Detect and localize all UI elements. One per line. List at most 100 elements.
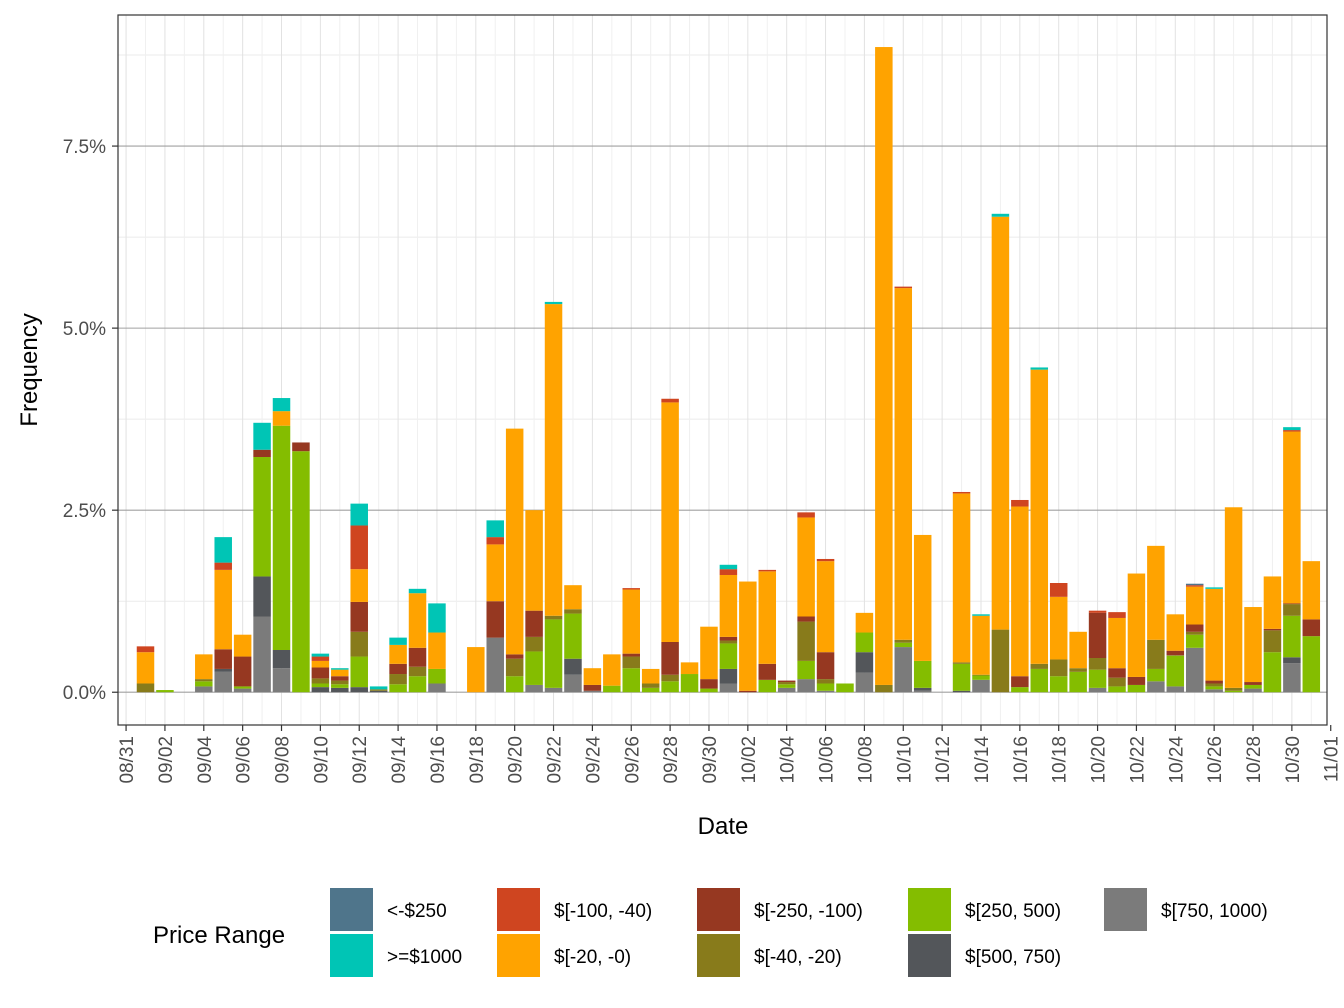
x-tick-label: 09/10	[311, 736, 332, 784]
bar-segment-20-0	[1030, 369, 1049, 664]
bar-segment-250-100	[311, 667, 330, 679]
bar-10-15	[991, 213, 1010, 693]
legend-label: $[500, 750)	[965, 947, 1061, 968]
bar-segment-500-750	[214, 668, 232, 672]
bar-segment-100-40	[1011, 499, 1029, 507]
bar-segment-750-1000	[253, 616, 271, 693]
bar-segment-20-0	[1147, 545, 1165, 640]
bar-segment-250-500	[641, 687, 660, 693]
bar-segment-40-20	[350, 631, 368, 657]
bar-segment-20-0	[875, 47, 893, 685]
bar-segment-40-20	[1030, 663, 1049, 669]
bar-segment-100-40	[816, 558, 835, 562]
bar-segment-20-0	[700, 626, 718, 680]
bar-segment-40-20	[1049, 659, 1068, 677]
x-tick-label: 09/12	[350, 736, 371, 784]
x-tick-label: 10/26	[1205, 736, 1226, 784]
bar-segment-40-20	[952, 662, 971, 664]
bar-09-18	[467, 647, 485, 693]
bar-10-04	[777, 680, 796, 693]
bar-segment-500-750	[253, 576, 271, 617]
bar-segment-250-100	[1108, 668, 1126, 678]
bar-segment-750-1000	[272, 668, 291, 693]
bar-segment-40-20	[564, 609, 582, 614]
bar-segment-250-500	[1049, 676, 1068, 693]
bar-segment-250-500	[836, 683, 854, 693]
bar-segment-250-100	[233, 656, 252, 687]
bar-segment-20-0	[564, 585, 582, 610]
bar-10-03	[758, 569, 777, 693]
legend-swatch	[908, 888, 951, 931]
bar-segment-250-500	[195, 681, 213, 687]
bar-segment-20-0	[583, 668, 602, 685]
bar-09-22	[544, 301, 563, 693]
bar-segment-20-0	[797, 517, 815, 617]
bar-segment-20-0	[525, 510, 543, 611]
bar-segment-250	[1185, 583, 1204, 586]
bar-segment-750-1000	[1205, 689, 1223, 693]
x-tick-label: 10/16	[1011, 736, 1032, 784]
bar-09-14	[389, 637, 407, 693]
bar-segment-250-100	[816, 652, 835, 680]
bar-segment-750-1000	[1283, 663, 1301, 693]
bar-segment-250-500	[603, 685, 621, 693]
bar-segment-1000	[214, 537, 232, 563]
bar-segment-250-500	[389, 684, 407, 693]
x-tick-label: 09/22	[545, 736, 566, 784]
bar-segment-250-500	[544, 619, 563, 688]
bar-segment-20-0	[311, 660, 330, 668]
bar-10-29	[1263, 576, 1282, 693]
bar-segment-250-500	[1244, 684, 1262, 689]
bar-segment-100-40	[136, 646, 155, 653]
bar-segment-250-500	[913, 660, 932, 688]
bar-segment-40-20	[797, 621, 815, 661]
bar-segment-250-500	[1166, 655, 1185, 687]
bar-segment-250-100	[214, 649, 232, 669]
bar-segment-40-20	[991, 629, 1010, 693]
bar-09-10	[311, 653, 330, 693]
bar-segment-250-500	[156, 690, 174, 693]
bar-segment-40-20	[1147, 639, 1165, 669]
bar-09-21	[525, 510, 543, 693]
bar-segment-250-500	[1108, 686, 1126, 693]
bar-10-31	[1302, 561, 1321, 693]
bar-10-08	[855, 612, 874, 693]
bar-segment-250-500	[1127, 684, 1146, 693]
bar-segment-20-0	[1205, 588, 1223, 681]
bar-segment-1000	[1205, 587, 1223, 589]
bar-segment-20-0	[1244, 607, 1262, 683]
bar-segment-750-1000	[564, 674, 582, 693]
x-tick-label: 09/28	[661, 736, 682, 784]
bar-segment-1000	[544, 301, 563, 305]
bar-segment-750-1000	[544, 687, 563, 693]
bar-segment-20-0	[680, 662, 699, 675]
bar-segment-250-100	[1166, 650, 1185, 656]
bar-segment-40-20	[661, 674, 679, 682]
bar-09-16	[428, 603, 446, 693]
bar-segment-100-40	[1108, 612, 1126, 618]
bar-segment-250-500	[311, 683, 330, 688]
bar-10-14	[972, 614, 990, 693]
legend-swatch	[697, 934, 740, 977]
bar-09-08	[272, 398, 291, 693]
bar-segment-250-500	[1224, 690, 1243, 693]
bar-segment-1000	[408, 588, 427, 594]
x-axis-title: Date	[698, 813, 749, 840]
bar-09-25	[603, 654, 621, 693]
bar-segment-20-0	[1224, 507, 1243, 688]
legend-swatch	[697, 888, 740, 931]
bar-segment-750-1000	[583, 690, 602, 693]
y-tick-label: 0.0%	[63, 683, 106, 704]
bar-segment-750-1000	[719, 683, 738, 693]
x-tick-label: 10/24	[1166, 736, 1187, 784]
bar-segment-100-40	[350, 525, 368, 570]
bar-segment-20-0	[1011, 506, 1029, 677]
bar-segment-750-1000	[525, 684, 543, 693]
bar-segment-100-40	[894, 286, 913, 289]
bar-segment-500-750	[952, 690, 971, 693]
bar-segment-20-0	[1069, 631, 1087, 669]
legend-item-750-1000: $[750, 1000)	[1104, 888, 1268, 931]
legend-label: $[750, 1000)	[1161, 901, 1268, 922]
bar-segment-250-500	[1185, 634, 1204, 648]
